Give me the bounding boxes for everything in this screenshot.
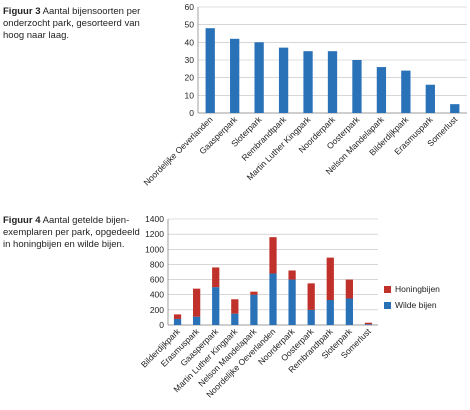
bar-honingbijen (212, 267, 220, 288)
bar-wilde-bijen (193, 316, 201, 325)
bar-honingbijen (364, 322, 373, 325)
legend-swatch-honingbijen (384, 286, 391, 293)
y-tick-label: 1000 (145, 244, 164, 254)
bar-honingbijen (307, 283, 315, 310)
bar (352, 60, 362, 113)
bar-wilde-bijen (364, 324, 373, 325)
bar-wilde-bijen (173, 318, 182, 325)
bar-wilde-bijen (250, 294, 258, 325)
y-tick-label: 30 (185, 55, 195, 65)
bar-wilde-bijen (345, 298, 353, 325)
bar (230, 38, 240, 113)
bar-honingbijen (326, 257, 334, 301)
y-tick-label: 20 (185, 73, 195, 83)
bar (303, 51, 313, 113)
y-tick-label: 50 (185, 20, 195, 30)
y-tick-label: 600 (150, 275, 164, 285)
bar (278, 47, 289, 114)
bar-honingbijen (173, 314, 182, 319)
caption-figure-3-label: Figuur 3 (3, 6, 41, 17)
bar-wilde-bijen (212, 287, 220, 325)
y-tick-label: 1400 (145, 214, 164, 224)
bar-honingbijen (288, 270, 296, 280)
y-tick-label: 800 (150, 259, 164, 269)
chart-4: 0200400600800100012001400BilderdijkparkE… (139, 214, 440, 400)
bar-wilde-bijen (288, 279, 296, 325)
bar-honingbijen (345, 279, 353, 299)
y-tick-label: 400 (150, 290, 164, 300)
bar-honingbijen (231, 299, 239, 314)
bar-honingbijen (193, 288, 201, 317)
bar-honingbijen (250, 291, 258, 295)
bar (376, 67, 387, 113)
caption-figure-3-text: Aantal bijensoorten per onderzocht park,… (3, 6, 141, 41)
y-tick-label: 1200 (145, 229, 164, 239)
y-tick-label: 10 (185, 90, 195, 100)
bar (450, 104, 460, 113)
y-tick-label: 60 (185, 2, 195, 12)
caption-figure-4-text: Aantal getelde bijen-exemplaren per park… (3, 215, 140, 250)
y-tick-label: 0 (189, 108, 194, 118)
bar-wilde-bijen (269, 273, 277, 325)
caption-figure-4-label: Figuur 4 (3, 215, 41, 226)
bar (425, 84, 435, 113)
bar-wilde-bijen (231, 313, 239, 325)
caption-figure-4: Figuur 4 Aantal getelde bijen-exemplaren… (3, 215, 143, 251)
y-tick-label: 40 (185, 37, 195, 47)
legend-label-honingbijen: Honingbijen (395, 284, 440, 294)
bar-wilde-bijen (326, 300, 334, 325)
caption-figure-3: Figuur 3 Aantal bijensoorten per onderzo… (3, 6, 143, 42)
bar (327, 51, 338, 113)
bar-honingbijen (269, 237, 277, 274)
bar (205, 28, 215, 114)
y-tick-label: 0 (159, 320, 164, 330)
bar (254, 42, 264, 114)
bar-wilde-bijen (307, 309, 315, 325)
legend-swatch-wilde-bijen (384, 302, 391, 309)
legend-label-wilde-bijen: Wilde bijen (395, 300, 437, 310)
y-tick-label: 200 (150, 305, 164, 315)
bar (401, 70, 411, 113)
